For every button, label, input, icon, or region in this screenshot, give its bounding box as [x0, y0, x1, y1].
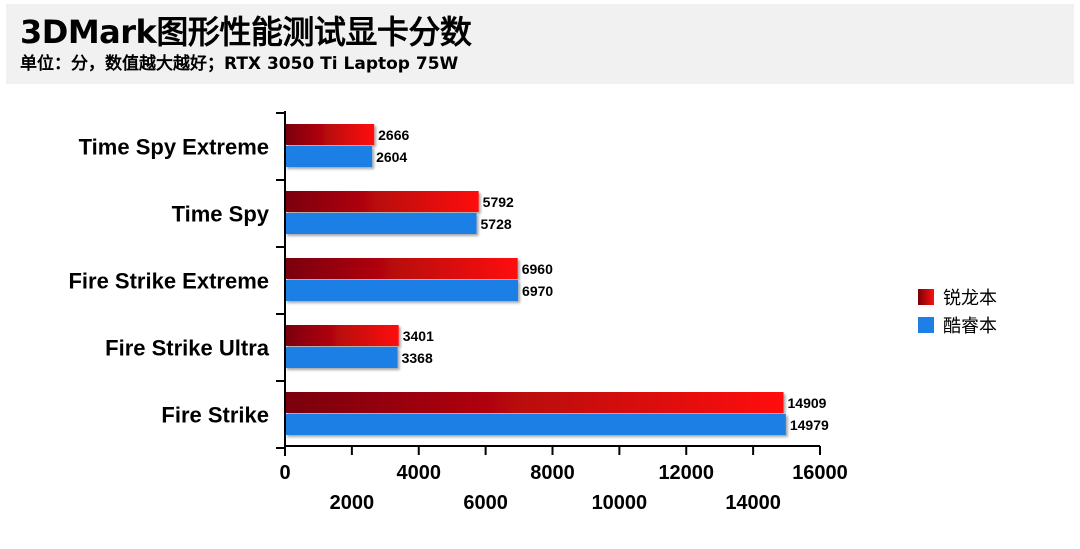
bar-series-1 [285, 124, 375, 145]
x-tick-label: 6000 [463, 492, 508, 514]
bar-series-2 [285, 213, 477, 234]
x-tick-label: 0 [279, 462, 290, 484]
bar-series-2 [285, 414, 786, 435]
value-label: 5728 [481, 216, 512, 232]
value-label: 2604 [376, 149, 407, 165]
chart-subtitle: 单位：分，数值越大越好；RTX 3050 Ti Laptop 75W [20, 54, 459, 74]
x-tick-label: 14000 [725, 492, 781, 514]
x-tick-label: 2000 [330, 492, 375, 514]
bar-series-2 [285, 280, 519, 301]
bar-series-1 [285, 392, 784, 413]
legend-swatch-series-2 [918, 317, 934, 333]
axes: 0 4000 8000 12000 16000 2000 6000 10000 14000 [276, 111, 848, 514]
value-label: 3368 [402, 350, 433, 366]
value-label: 2666 [378, 127, 409, 143]
legend-label: 酷睿本 [943, 316, 997, 337]
category-label: Fire Strike [161, 403, 269, 428]
value-label: 6960 [522, 261, 553, 277]
value-label: 14979 [790, 417, 829, 433]
value-labels: 2666 2604 5792 5728 6960 6970 3401 3368 14909 149… [376, 127, 829, 433]
category-label: Time Spy [172, 202, 270, 227]
x-tick-label: 16000 [792, 462, 848, 484]
legend-label: 锐龙本 [943, 288, 997, 309]
value-label: 6970 [522, 283, 553, 299]
bar-series-2 [285, 347, 398, 368]
category-label: Fire Strike Ultra [105, 336, 270, 361]
x-tick-label: 12000 [658, 462, 714, 484]
chart-title: 3DMark图形性能测试显卡分数 [20, 13, 472, 51]
bar-series-1 [285, 191, 479, 212]
x-tick-label: 4000 [397, 462, 442, 484]
value-label: 3401 [403, 328, 434, 344]
bar-series-2 [285, 146, 373, 167]
bar-series-1 [285, 258, 518, 279]
value-label: 14909 [788, 395, 827, 411]
value-label: 5792 [483, 194, 514, 210]
chart-header: 3DMark图形性能测试显卡分数 单位：分，数值越大越好；RTX 3050 Ti… [6, 4, 1074, 84]
bars-group [285, 124, 786, 435]
category-label: Time Spy Extreme [79, 135, 269, 160]
legend-swatch-series-1 [918, 289, 934, 305]
x-tick-label: 10000 [592, 492, 648, 514]
category-labels: Time Spy Extreme Time Spy Fire Strike Extr… [68, 135, 269, 428]
category-label: Fire Strike Extreme [68, 269, 269, 294]
bar-series-1 [285, 325, 399, 346]
x-tick-label: 8000 [530, 462, 575, 484]
